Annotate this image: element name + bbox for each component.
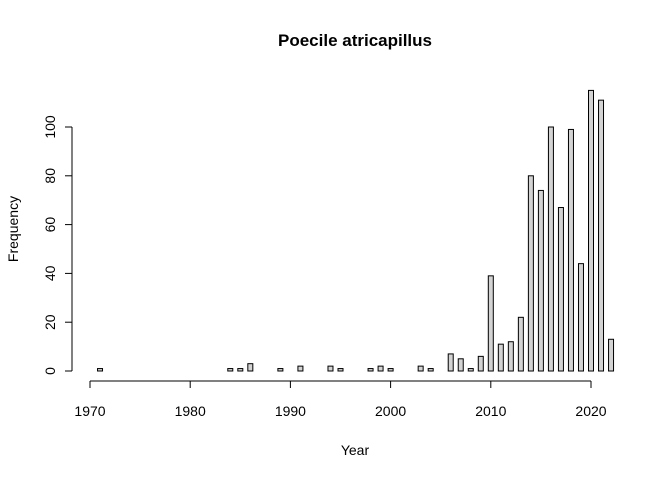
bar-2018 — [567, 128, 574, 372]
bar-2015 — [537, 189, 544, 372]
bar-2021 — [598, 99, 605, 372]
x-tick-label-1990: 1990 — [275, 403, 306, 419]
bar-2013 — [517, 316, 524, 372]
bar-2011 — [497, 343, 504, 372]
bar-2000 — [387, 368, 394, 372]
y-tick-label-20: 20 — [42, 314, 58, 330]
y-axis: 0 20 40 60 80 100 — [42, 115, 73, 375]
x-tick-label-2010: 2010 — [475, 403, 506, 419]
bars-group — [97, 89, 615, 372]
bar-2009 — [477, 355, 484, 372]
bar-2007 — [457, 358, 464, 372]
bar-1989 — [277, 368, 284, 372]
x-tick-label-1980: 1980 — [175, 403, 206, 419]
chart-title: Poecile atricapillus — [278, 31, 432, 50]
bar-2019 — [577, 263, 584, 372]
bar-1998 — [367, 368, 374, 372]
bar-2003 — [417, 365, 424, 372]
bar-2010 — [487, 275, 494, 372]
bar-2020 — [588, 89, 594, 372]
bar-2022 — [608, 338, 615, 372]
bar-1985 — [237, 368, 244, 372]
bar-2014 — [527, 175, 534, 372]
x-tick-label-2020: 2020 — [575, 403, 606, 419]
bar-2017 — [557, 207, 564, 372]
bar-2006 — [447, 353, 454, 372]
y-tick-label-40: 40 — [42, 265, 58, 281]
y-tick-label-80: 80 — [42, 168, 58, 184]
y-axis-label: Frequency — [5, 196, 21, 262]
bar-2004 — [427, 368, 434, 372]
y-tick-label-60: 60 — [42, 217, 58, 233]
bar-1995 — [337, 368, 344, 372]
x-tick-label-1970: 1970 — [74, 403, 105, 419]
bar-1991 — [297, 365, 304, 372]
x-axis-label: Year — [341, 442, 370, 458]
bar-1994 — [327, 365, 334, 372]
bar-1971 — [97, 368, 104, 372]
bar-2008 — [467, 368, 474, 372]
y-tick-label-100: 100 — [42, 115, 58, 139]
x-tick-label-2000: 2000 — [375, 403, 406, 419]
bar-1986 — [247, 363, 254, 372]
bar-1984 — [227, 368, 234, 372]
bar-2012 — [507, 341, 514, 372]
y-tick-label-0: 0 — [42, 367, 58, 375]
bar-2016 — [547, 126, 554, 372]
x-axis: 1970 1980 1990 2000 2010 2020 — [74, 380, 607, 419]
bar-1999 — [377, 365, 384, 372]
